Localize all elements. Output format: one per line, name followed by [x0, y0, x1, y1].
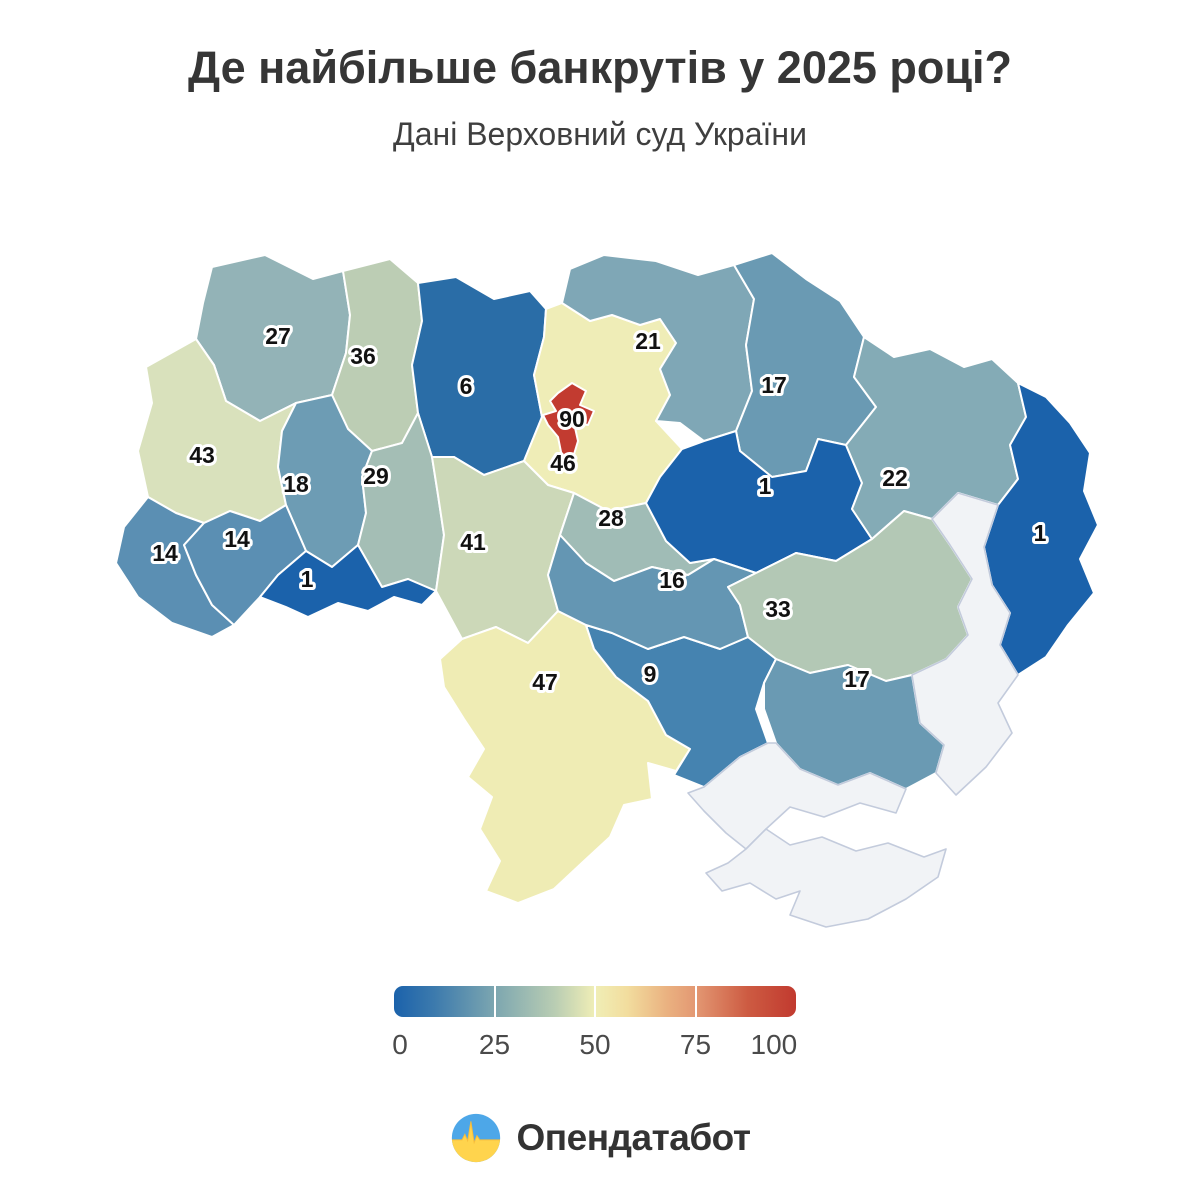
legend-separator-25: [493, 986, 496, 1017]
opendatabot-logo-icon: [451, 1113, 500, 1163]
region-value-label-khmelnytskyi: 29: [363, 463, 389, 489]
brand-name: Опендатабот: [516, 1117, 751, 1158]
region-kyiv-city: [542, 382, 595, 462]
region-value-label-zhytomyr: 6: [460, 373, 473, 399]
region-donetsk: [911, 492, 1019, 796]
legend-tick-50: 50: [579, 1029, 611, 1060]
region-value-label-kirovohrad: 16: [659, 567, 685, 593]
region-value-label-lviv: 43: [189, 442, 215, 468]
page-subtitle: Дані Верховний суд України: [393, 115, 807, 152]
region-value-label-chernihiv: 21: [635, 328, 661, 354]
region-luhansk: [983, 382, 1099, 676]
region-value-label-kyiv-oblast: 46: [550, 450, 576, 476]
logo-pulse-area: [451, 1121, 500, 1163]
region-value-label-ternopil: 18: [283, 471, 309, 497]
color-scale-ticks: 0 25 50 75 100: [392, 1029, 798, 1063]
page-title: Де найбільше банкрутів у 2025 році?: [187, 42, 1013, 93]
region-value-label-vinnytsia: 41: [460, 529, 486, 555]
region-value-label-luhansk: 1: [1034, 520, 1047, 546]
region-value-label-poltava: 1: [759, 473, 772, 499]
header: Де найбільше банкрутів у 2025 році? Дані…: [0, 34, 1200, 153]
region-zhytomyr: [411, 276, 547, 476]
footer-branding: Опендатабот: [0, 1112, 1200, 1164]
region-value-label-mykolaiv: 9: [644, 661, 657, 687]
legend-tick-75: 75: [679, 1029, 712, 1060]
region-chernivtsi: [259, 544, 437, 618]
region-value-label-sumy: 17: [761, 372, 787, 398]
legend-separator-50: [594, 986, 596, 1017]
legend-tick-100: 100: [750, 1029, 798, 1060]
region-value-label-chernivtsi: 1: [301, 566, 314, 592]
region-value-label-volyn: 27: [265, 323, 291, 349]
region-crimea: [705, 828, 947, 928]
region-value-label-zaporizhzhia: 17: [844, 666, 870, 692]
region-zaporizhzhia: [763, 658, 945, 790]
region-value-label-odesa: 47: [532, 669, 558, 695]
legend-tick-25: 25: [478, 1029, 511, 1060]
region-value-label-cherkasy: 28: [598, 505, 624, 531]
region-value-label-dnipro: 33: [765, 596, 791, 622]
ukraine-map: 27 36 6 46 90 21 17 43 18 29 41 28 1 22 1 14 14 1 47 9 16 33 1…: [115, 252, 1099, 928]
legend-separator-75: [694, 986, 697, 1017]
region-value-label-ivano-frankivsk: 14: [224, 526, 250, 552]
legend-tick-0: 0: [392, 1029, 408, 1060]
color-scale-bar: [394, 986, 796, 1017]
region-kherson: [687, 742, 907, 850]
region-value-label-zakarpattia: 14: [152, 540, 178, 566]
region-value-label-kyiv-city: 90: [559, 406, 585, 432]
region-value-label-rivne: 36: [350, 343, 376, 369]
region-value-label-kharkiv: 22: [882, 465, 908, 491]
color-scale-legend: 0 25 50 75 100: [392, 986, 798, 1063]
choropleth-map-container: 27 36 6 46 90 21 17 43 18 29 41 28 1 22 1 14 14 1 47 9 16 33 1…: [100, 245, 1110, 940]
